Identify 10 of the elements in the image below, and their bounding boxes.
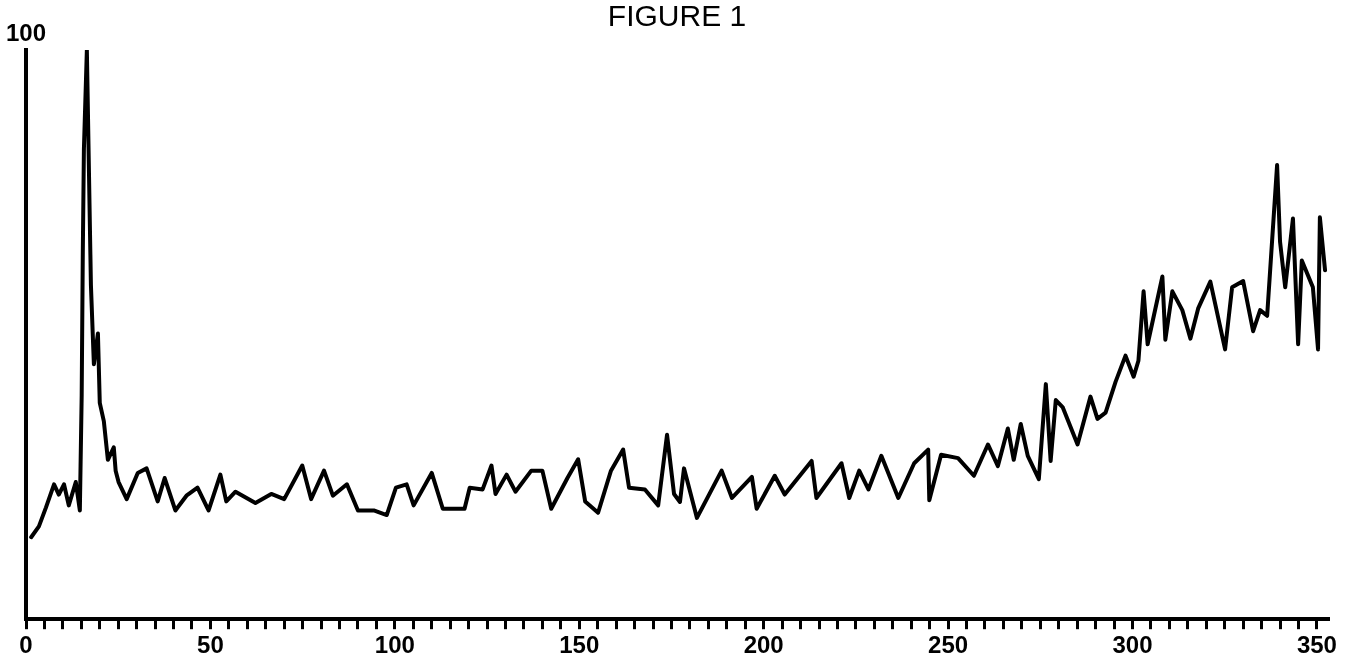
x-tick-label: 300 — [1112, 631, 1153, 659]
x-tick-label: 50 — [197, 631, 224, 659]
x-tick-label: 350 — [1296, 631, 1337, 659]
text: 100 — [6, 18, 47, 46]
chart-title: FIGURE 1 — [607, 0, 747, 33]
x-tick-label: 200 — [743, 631, 784, 659]
x-tick-label: 250 — [928, 631, 969, 659]
x-tick-label: 100 — [374, 631, 415, 659]
x-tick-label: 0 — [19, 631, 33, 659]
x-tick-label: 150 — [559, 631, 600, 659]
